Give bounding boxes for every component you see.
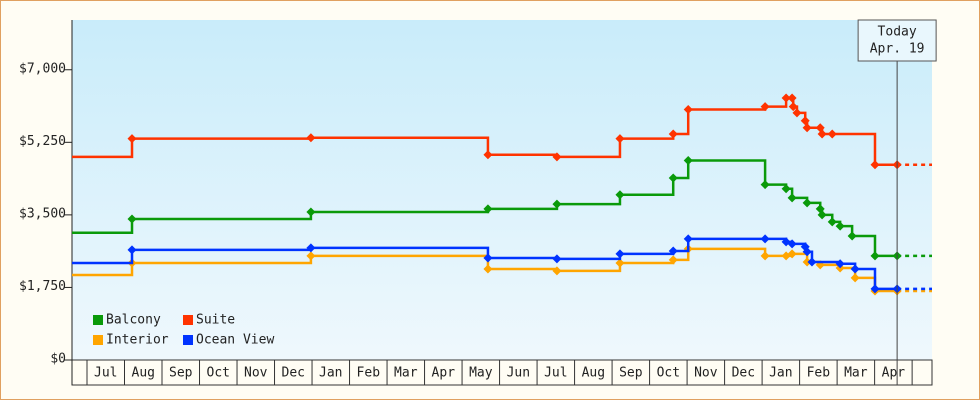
price-point (552, 152, 562, 162)
price-point (483, 204, 493, 214)
x-tick-label: Feb (357, 366, 381, 381)
legend-swatch (93, 335, 103, 345)
price-point (870, 160, 880, 170)
price-point (683, 234, 693, 244)
x-tick-label: Dec (282, 366, 305, 381)
price-point (615, 134, 625, 144)
price-point (847, 231, 857, 241)
x-tick-label: Mar (394, 366, 418, 381)
price-point (127, 214, 137, 224)
price-point (781, 93, 791, 103)
x-tick-label: Nov (694, 366, 718, 381)
legend-label: Balcony (106, 313, 161, 328)
price-point (807, 257, 817, 267)
price-point (817, 129, 827, 139)
price-point (760, 251, 770, 261)
x-tick-label: Aug (582, 366, 605, 381)
price-point (787, 239, 797, 249)
x-tick-label: Jan (769, 366, 792, 381)
x-tick-label: Oct (207, 366, 230, 381)
x-tick-label: Sep (169, 366, 193, 381)
y-tick-label: $3,500 (19, 206, 66, 221)
price-point (483, 150, 493, 160)
price-point (127, 245, 137, 255)
y-tick-label: $0 (50, 352, 66, 367)
price-point (835, 259, 845, 269)
x-tick-label: Jul (544, 366, 567, 381)
price-point (668, 255, 678, 265)
price-point (870, 284, 880, 294)
today-label: Apr. 19 (870, 42, 925, 57)
price-point (615, 190, 625, 200)
price-point (306, 251, 316, 261)
legend-label: Suite (196, 313, 235, 328)
price-point (835, 221, 845, 231)
price-point (306, 243, 316, 253)
price-point (668, 129, 678, 139)
price-point (615, 249, 625, 259)
y-tick-label: $5,250 (19, 134, 66, 149)
price-point (781, 184, 791, 194)
price-point (552, 266, 562, 276)
price-point (760, 234, 770, 244)
price-point (127, 134, 137, 144)
price-point (800, 116, 810, 126)
x-tick-label: Sep (619, 366, 643, 381)
price-point (683, 156, 693, 166)
price-point (668, 246, 678, 256)
x-tick-label: Apr (432, 366, 456, 381)
legend-swatch (183, 335, 193, 345)
price-point (792, 108, 802, 118)
price-point (802, 247, 812, 257)
price-point (760, 180, 770, 190)
x-tick-label: Mar (844, 366, 868, 381)
x-tick-label: Feb (807, 366, 831, 381)
legend-swatch (183, 315, 193, 325)
x-axis-band (71, 359, 933, 386)
price-point (306, 207, 316, 217)
price-point (802, 257, 812, 267)
x-tick-label: Jul (94, 366, 117, 381)
price-point (787, 193, 797, 203)
x-tick-label: Jun (507, 366, 530, 381)
today-label: Today (878, 25, 917, 40)
price-point (802, 198, 812, 208)
today-box (857, 19, 937, 62)
price-point (760, 102, 770, 112)
price-point (827, 217, 837, 227)
price-point (787, 249, 797, 259)
price-point (668, 173, 678, 183)
x-tick-label: Oct (657, 366, 680, 381)
price-point (817, 210, 827, 220)
x-tick-label: Jan (319, 366, 342, 381)
legend-label: Interior (106, 333, 169, 348)
plot-area (72, 20, 932, 360)
price-point (615, 258, 625, 268)
price-point (552, 199, 562, 209)
price-point (683, 105, 693, 115)
x-tick-label: Apr (882, 366, 906, 381)
price-point (802, 123, 812, 133)
y-tick-label: $1,750 (19, 279, 66, 294)
price-point (850, 273, 860, 283)
legend-swatch (93, 315, 103, 325)
y-tick-label: $7,000 (19, 61, 66, 76)
legend-label: Ocean View (196, 333, 274, 348)
price-point (306, 133, 316, 143)
x-tick-label: May (469, 366, 493, 381)
x-tick-label: Dec (732, 366, 755, 381)
price-point (483, 264, 493, 274)
price-point (827, 129, 837, 139)
price-point (870, 251, 880, 261)
x-tick-label: Aug (132, 366, 155, 381)
price-point (483, 253, 493, 263)
price-point (788, 102, 798, 112)
price-point (552, 254, 562, 264)
price-point (850, 264, 860, 274)
price-point (787, 93, 797, 103)
x-tick-label: Nov (244, 366, 268, 381)
